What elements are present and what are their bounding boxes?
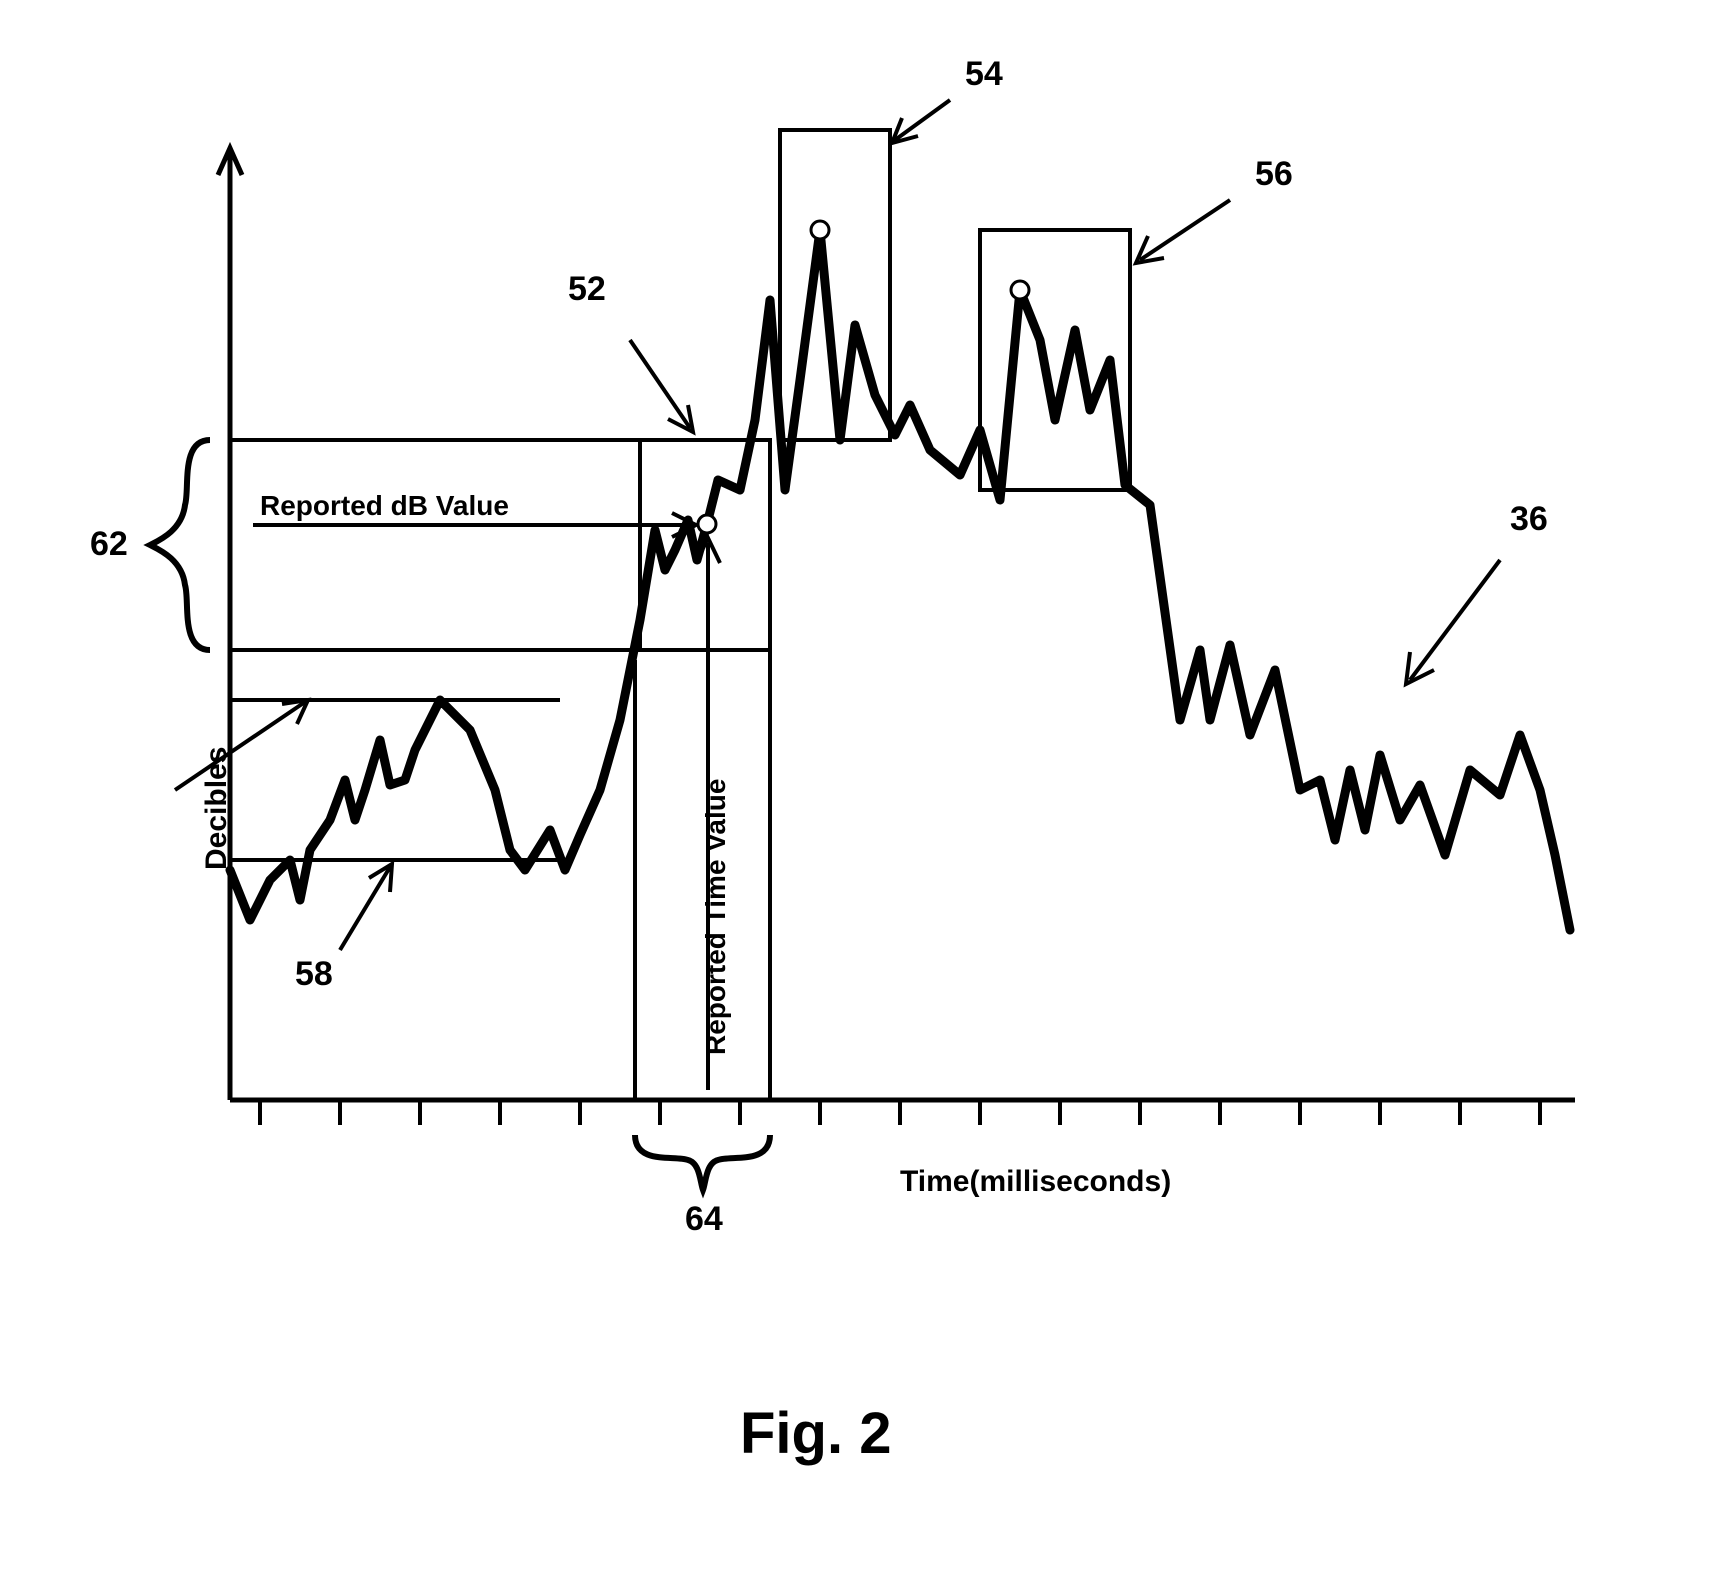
chart-canvas	[0, 0, 1722, 1585]
callout-36: 36	[1510, 500, 1548, 539]
figure-title: Fig. 2	[740, 1400, 891, 1467]
callout-64: 64	[685, 1200, 723, 1239]
reported-db-label: Reported dB Value	[260, 490, 509, 522]
x-axis-label: Time(milliseconds)	[900, 1165, 1171, 1199]
brace-62	[150, 440, 210, 650]
callout-52: 52	[568, 270, 606, 309]
axes	[218, 148, 1575, 1125]
waveform-trace	[230, 230, 1570, 930]
db-band-lines	[230, 440, 696, 650]
callout-56: 56	[1255, 155, 1293, 194]
brace-64	[635, 1135, 770, 1190]
reported-time-label: Reported Time Value	[700, 779, 732, 1055]
callout-58: 58	[295, 955, 333, 994]
callout-54: 54	[965, 55, 1003, 94]
callout-62: 62	[90, 525, 128, 564]
y-axis-label: Decibles	[200, 747, 234, 870]
